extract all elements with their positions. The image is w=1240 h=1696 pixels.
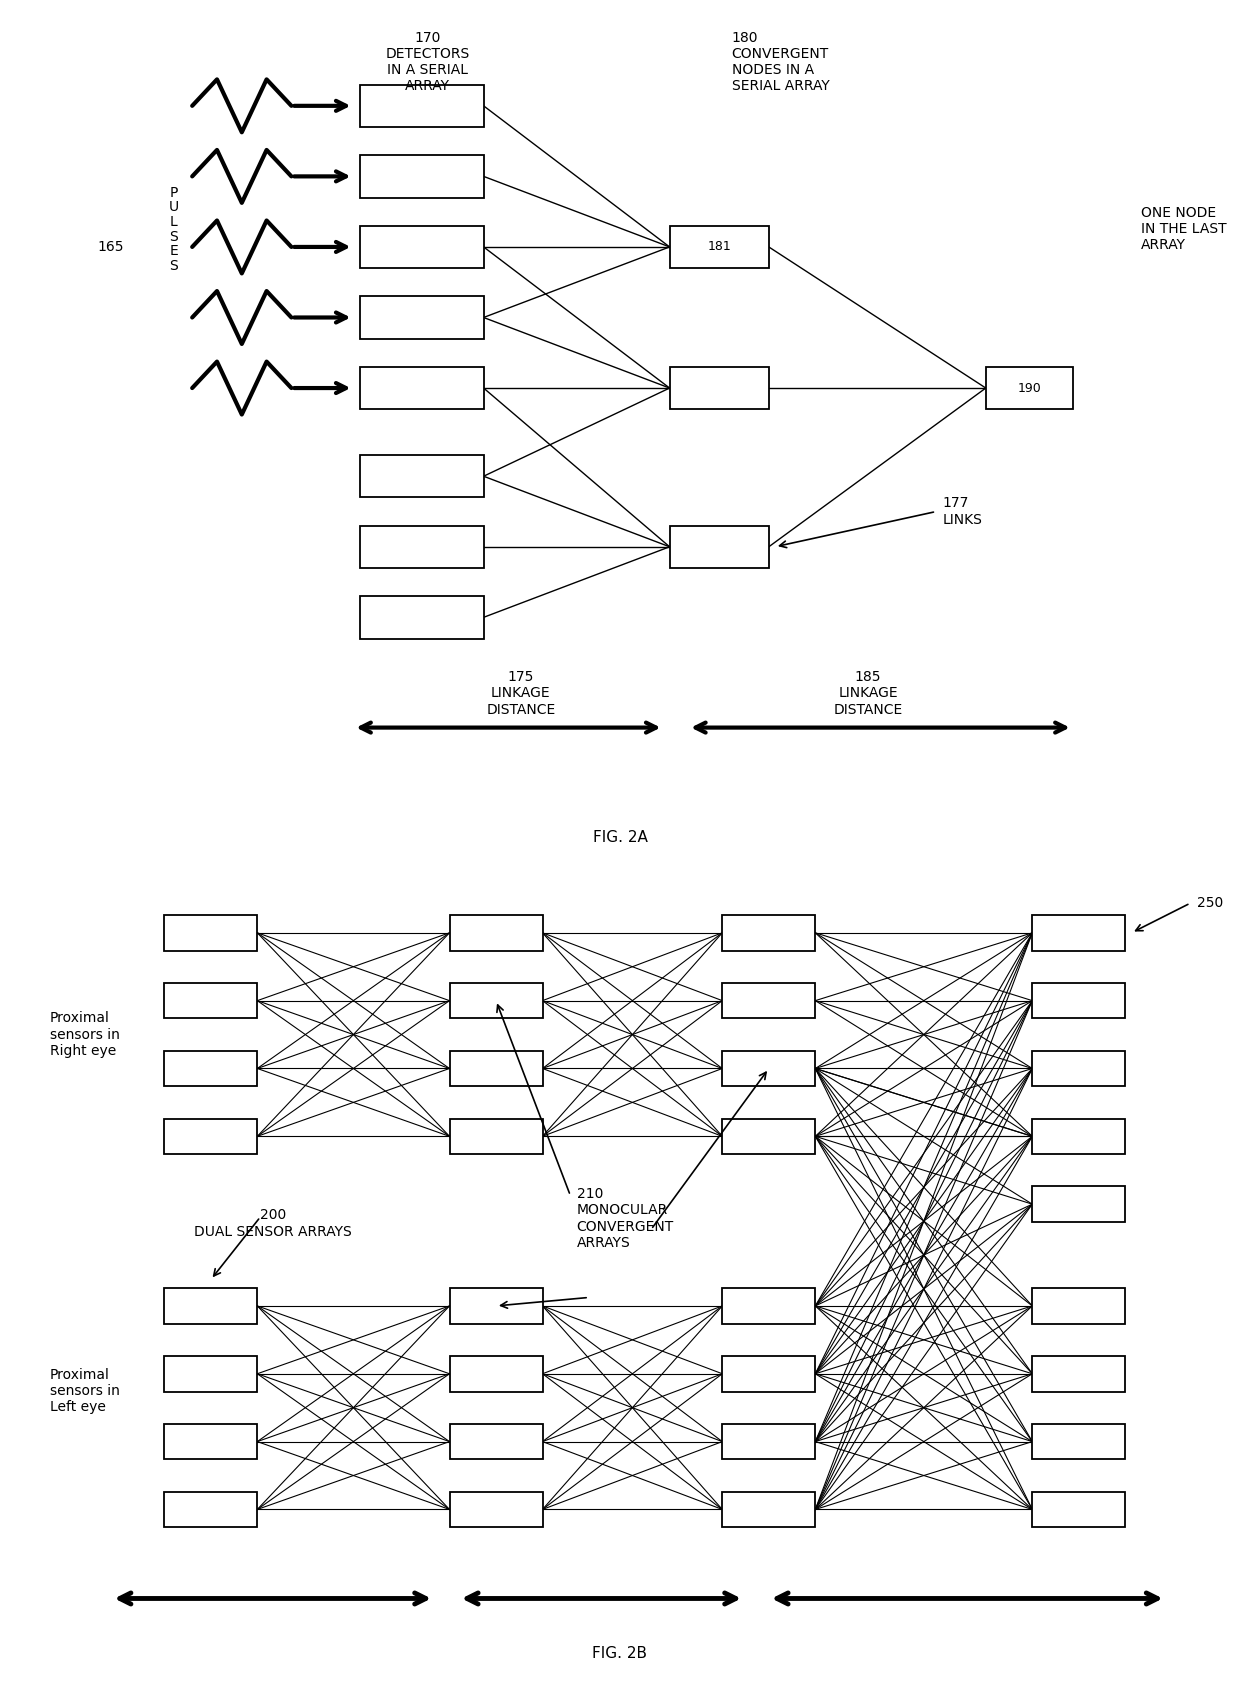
Bar bbox=[722, 1289, 816, 1323]
Text: 175
LINKAGE
DISTANCE: 175 LINKAGE DISTANCE bbox=[486, 670, 556, 717]
Bar bbox=[360, 455, 484, 497]
Text: 170
DETECTORS
IN A SERIAL
ARRAY: 170 DETECTORS IN A SERIAL ARRAY bbox=[386, 31, 470, 93]
Bar bbox=[164, 1425, 258, 1459]
Bar bbox=[722, 1052, 816, 1087]
Text: Proximal
sensors in
Left eye: Proximal sensors in Left eye bbox=[50, 1367, 119, 1414]
Bar bbox=[670, 526, 769, 568]
Bar bbox=[450, 1052, 543, 1087]
Bar bbox=[1032, 1289, 1126, 1323]
Text: 185
LINKAGE
DISTANCE: 185 LINKAGE DISTANCE bbox=[833, 670, 903, 717]
Bar bbox=[450, 1119, 543, 1155]
Bar bbox=[1032, 984, 1126, 1018]
Bar bbox=[1032, 1119, 1126, 1155]
Bar bbox=[164, 1357, 258, 1391]
Bar bbox=[450, 1289, 543, 1323]
Text: 250: 250 bbox=[1197, 895, 1223, 911]
Bar bbox=[1032, 1425, 1126, 1459]
Bar bbox=[164, 1289, 258, 1323]
Bar bbox=[1032, 916, 1126, 950]
Bar bbox=[670, 366, 769, 409]
Text: 165: 165 bbox=[98, 239, 124, 254]
Bar bbox=[450, 1357, 543, 1391]
Bar bbox=[360, 597, 484, 638]
Text: 200
DUAL SENSOR ARRAYS: 200 DUAL SENSOR ARRAYS bbox=[193, 1208, 352, 1238]
Bar bbox=[164, 1052, 258, 1087]
Bar bbox=[360, 226, 484, 268]
Bar bbox=[722, 984, 816, 1018]
Text: 180
CONVERGENT
NODES IN A
SERIAL ARRAY: 180 CONVERGENT NODES IN A SERIAL ARRAY bbox=[732, 31, 830, 93]
Text: P
U
L
S
E
S: P U L S E S bbox=[169, 187, 179, 273]
Bar bbox=[1032, 1187, 1126, 1221]
Text: Proximal
sensors in
Right eye: Proximal sensors in Right eye bbox=[50, 1011, 119, 1058]
Text: 190: 190 bbox=[1017, 382, 1042, 395]
Bar bbox=[670, 226, 769, 268]
Bar bbox=[722, 1119, 816, 1155]
Bar bbox=[722, 1357, 816, 1391]
Bar bbox=[164, 1119, 258, 1155]
Bar bbox=[1032, 1052, 1126, 1087]
Bar bbox=[722, 1425, 816, 1459]
Bar bbox=[164, 1492, 258, 1526]
Bar bbox=[450, 1425, 543, 1459]
Bar bbox=[450, 984, 543, 1018]
Bar bbox=[722, 1492, 816, 1526]
Bar bbox=[360, 366, 484, 409]
Bar bbox=[360, 156, 484, 197]
Bar bbox=[1032, 1492, 1126, 1526]
Bar bbox=[986, 366, 1073, 409]
Bar bbox=[164, 984, 258, 1018]
Bar bbox=[450, 916, 543, 950]
Bar bbox=[360, 85, 484, 127]
Text: 177
LINKS: 177 LINKS bbox=[942, 497, 982, 527]
Bar bbox=[360, 297, 484, 339]
Bar bbox=[164, 916, 258, 950]
Text: 210
MONOCULAR
CONVERGENT
ARRAYS: 210 MONOCULAR CONVERGENT ARRAYS bbox=[577, 1187, 673, 1250]
Text: FIG. 2A: FIG. 2A bbox=[593, 831, 647, 845]
Text: ONE NODE
IN THE LAST
ARRAY: ONE NODE IN THE LAST ARRAY bbox=[1141, 207, 1226, 253]
Bar bbox=[722, 916, 816, 950]
Bar bbox=[450, 1492, 543, 1526]
Bar bbox=[1032, 1357, 1126, 1391]
Text: FIG. 2B: FIG. 2B bbox=[593, 1647, 647, 1660]
Text: 181: 181 bbox=[707, 241, 732, 253]
Bar bbox=[360, 526, 484, 568]
